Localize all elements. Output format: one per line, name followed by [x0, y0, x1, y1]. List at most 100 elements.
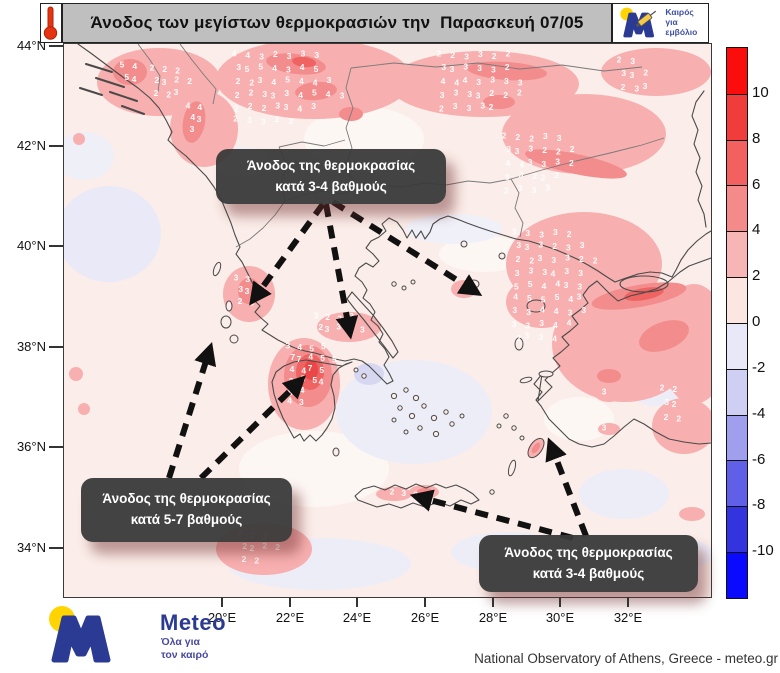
svg-text:2: 2 — [515, 132, 520, 142]
svg-text:2: 2 — [273, 49, 278, 59]
svg-text:3: 3 — [259, 52, 264, 62]
svg-text:2: 2 — [413, 490, 418, 500]
svg-text:3: 3 — [440, 90, 445, 100]
svg-text:3: 3 — [634, 84, 639, 94]
svg-text:3: 3 — [245, 286, 250, 296]
svg-text:4: 4 — [299, 76, 304, 86]
svg-text:3: 3 — [505, 172, 510, 182]
lon-label: 20°E — [207, 610, 237, 625]
colorbar-tick-label: -4 — [752, 404, 766, 422]
svg-text:2: 2 — [248, 101, 253, 111]
colorbar-segment — [727, 48, 747, 94]
lat-tick — [49, 346, 63, 348]
svg-text:3: 3 — [602, 422, 607, 432]
meteo-m-syringe-icon — [620, 7, 657, 38]
svg-text:3: 3 — [525, 330, 530, 340]
svg-text:3: 3 — [454, 87, 459, 97]
svg-text:4: 4 — [132, 61, 137, 71]
svg-text:4: 4 — [132, 74, 137, 84]
svg-text:3: 3 — [630, 70, 635, 80]
lon-tick — [424, 597, 426, 607]
lon-label: 30°E — [545, 610, 575, 625]
svg-text:3: 3 — [568, 308, 573, 318]
svg-text:3: 3 — [506, 144, 511, 154]
svg-text:3: 3 — [286, 65, 291, 75]
svg-text:3: 3 — [578, 268, 583, 278]
svg-text:2: 2 — [617, 54, 622, 64]
svg-text:2: 2 — [238, 296, 243, 306]
svg-text:2: 2 — [254, 556, 259, 566]
colorbar-tick-label: 0 — [752, 313, 761, 330]
svg-text:5: 5 — [285, 74, 290, 84]
svg-text:3: 3 — [491, 65, 496, 75]
svg-text:2: 2 — [664, 412, 669, 422]
svg-text:3: 3 — [519, 169, 524, 179]
svg-text:3: 3 — [518, 78, 523, 88]
svg-text:3: 3 — [538, 253, 543, 263]
svg-text:4: 4 — [540, 304, 545, 314]
colorbar-segment — [727, 185, 747, 232]
svg-text:4: 4 — [555, 278, 560, 288]
svg-text:3: 3 — [525, 242, 530, 252]
svg-text:2: 2 — [249, 87, 254, 97]
svg-text:3: 3 — [441, 62, 446, 72]
svg-text:4: 4 — [300, 62, 305, 72]
svg-text:2: 2 — [275, 114, 280, 124]
page-title: Άνοδος των μεγίστων θερμοκρασιών την Παρ… — [90, 13, 584, 32]
islands — [212, 240, 554, 495]
svg-text:2: 2 — [250, 543, 255, 553]
meteo-logo-name: Meteo — [160, 610, 227, 635]
svg-text:4: 4 — [301, 366, 306, 376]
svg-text:3: 3 — [512, 305, 517, 315]
svg-text:2: 2 — [154, 75, 159, 85]
svg-text:3: 3 — [301, 48, 306, 58]
svg-text:3: 3 — [557, 133, 562, 143]
svg-text:2: 2 — [242, 541, 247, 551]
svg-text:2: 2 — [348, 323, 353, 333]
lat-tick — [49, 145, 63, 147]
lat-label: 36°N — [16, 439, 46, 454]
svg-text:4: 4 — [519, 160, 524, 170]
svg-text:3: 3 — [512, 226, 517, 236]
colorbar-segment — [727, 368, 747, 415]
svg-text:4: 4 — [551, 269, 556, 279]
svg-text:3: 3 — [249, 298, 254, 308]
svg-text:5: 5 — [514, 282, 519, 292]
svg-text:3: 3 — [542, 267, 547, 277]
svg-text:2: 2 — [439, 104, 444, 114]
svg-text:7: 7 — [290, 352, 295, 362]
svg-text:3: 3 — [247, 115, 252, 125]
svg-text:3: 3 — [541, 159, 546, 169]
svg-text:3: 3 — [190, 124, 195, 134]
svg-text:3: 3 — [467, 89, 472, 99]
svg-text:3: 3 — [476, 91, 481, 101]
svg-text:4: 4 — [186, 100, 191, 110]
lat-label: 42°N — [16, 138, 46, 153]
svg-text:3: 3 — [538, 332, 543, 342]
colorbar-segment — [727, 93, 747, 140]
lat-label: 44°N — [16, 38, 46, 53]
lon-tick — [356, 597, 358, 607]
svg-text:2: 2 — [579, 254, 584, 264]
svg-text:2: 2 — [235, 90, 240, 100]
svg-text:4: 4 — [463, 75, 468, 85]
svg-text:5: 5 — [258, 61, 263, 71]
colorbar-tick-label: -10 — [752, 542, 774, 560]
svg-text:2: 2 — [567, 229, 572, 239]
svg-text:3: 3 — [643, 81, 648, 91]
svg-text:4: 4 — [290, 364, 295, 374]
svg-text:4: 4 — [297, 342, 302, 352]
colorbar-segment — [727, 139, 747, 186]
svg-text:3: 3 — [453, 101, 458, 111]
svg-text:3: 3 — [336, 321, 341, 331]
svg-text:2: 2 — [502, 130, 507, 140]
svg-text:4: 4 — [232, 48, 237, 58]
svg-text:4: 4 — [568, 294, 573, 304]
svg-text:3: 3 — [238, 284, 243, 294]
lat-tick — [49, 547, 63, 549]
svg-text:3: 3 — [577, 282, 582, 292]
svg-text:2: 2 — [556, 147, 561, 157]
lat-tick — [49, 45, 63, 47]
colorbar-tick-label: -6 — [752, 450, 766, 468]
